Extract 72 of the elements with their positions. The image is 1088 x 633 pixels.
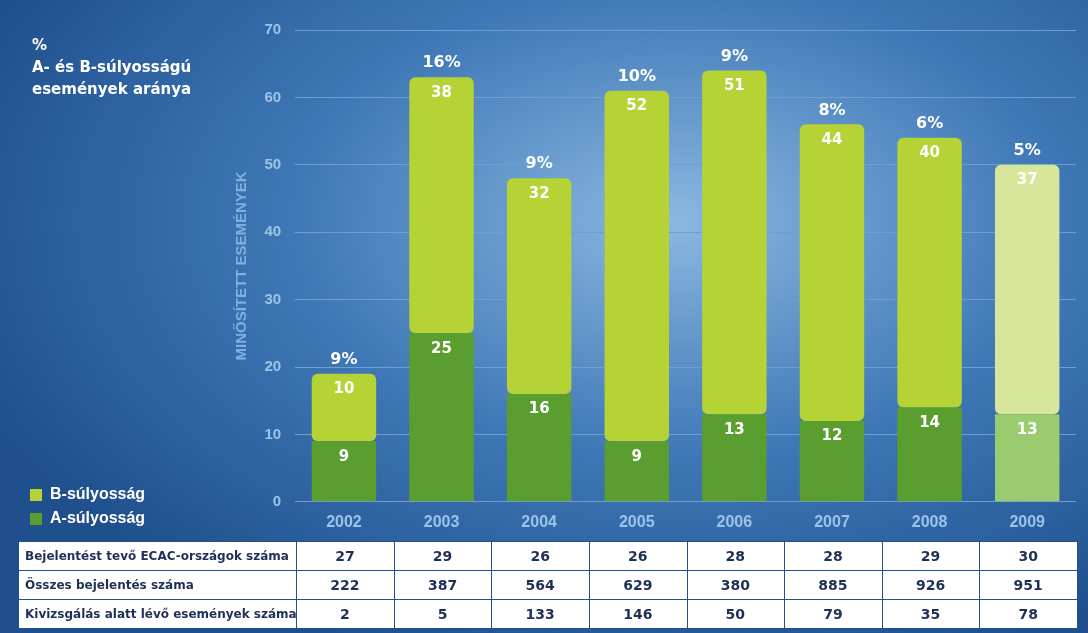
x-tick-label: 2003 [423, 512, 460, 530]
text: 387 [427, 576, 458, 595]
annotation: 6% [916, 113, 944, 132]
legend-label: A-súlyosság [50, 509, 146, 527]
y-tick-label: 70 [264, 20, 282, 38]
text: 380 [720, 576, 750, 595]
text: 29 [432, 547, 453, 566]
text: A- és B-súlyosságú események aránya [32, 57, 193, 100]
annotation: 5% [1013, 139, 1041, 159]
data-label: 32 [528, 183, 550, 202]
data-label: 40 [919, 143, 941, 162]
annotation: 8% [818, 99, 846, 119]
data-label: 16 [528, 399, 550, 418]
text: 222 [330, 576, 360, 595]
data-label: 9 [338, 446, 350, 465]
text: 926 [915, 576, 946, 595]
text: 133 [525, 605, 555, 624]
text: 79 [823, 605, 843, 624]
y-tick-label: 40 [264, 222, 282, 240]
data-label: 13 [1016, 419, 1038, 438]
text: 26 [628, 547, 648, 566]
annotation: 9% [720, 45, 748, 65]
data-label: 12 [821, 426, 843, 445]
x-tick-label: 2009 [1009, 512, 1046, 530]
annotation: 9% [525, 153, 553, 173]
x-tick-label: 2002 [326, 512, 362, 530]
text: 78 [1018, 605, 1038, 624]
x-tick-label: 2005 [618, 512, 655, 530]
data-label: 37 [1016, 170, 1038, 189]
text: % [32, 35, 49, 56]
y-tick-label: 10 [264, 424, 282, 442]
text: Összes bejelentés száma [25, 576, 194, 594]
x-tick-label: 2004 [521, 512, 558, 530]
annotation: 10% [617, 65, 656, 85]
text: Bejelentést tevő ECAC-országok száma [25, 548, 289, 565]
text: 27 [335, 547, 355, 566]
text: 29 [920, 547, 941, 566]
text: 951 [1013, 576, 1043, 595]
data-label: 44 [821, 129, 843, 148]
y-tick-label: 30 [264, 289, 282, 307]
text: 28 [725, 547, 746, 566]
data-label: 10 [333, 379, 355, 398]
y-axis-title: MINŐSÍTETT ESEMÉNYEK [232, 171, 250, 361]
text: 629 [623, 576, 653, 595]
data-label: 52 [626, 96, 648, 115]
annotation: 16% [422, 52, 461, 72]
y-tick-label: 50 [264, 154, 282, 172]
y-tick-label: 60 [264, 87, 282, 105]
data-label: 14 [919, 412, 941, 431]
data-label: 51 [723, 75, 745, 94]
data-label: 13 [723, 419, 745, 438]
x-tick-label: 2008 [911, 512, 948, 530]
text: 5 [437, 605, 448, 624]
text: 885 [818, 576, 848, 595]
text: 30 [1018, 547, 1038, 566]
y-tick-label: 20 [264, 357, 282, 375]
text: 146 [623, 605, 653, 624]
text: 28 [823, 547, 843, 566]
y-tick-label: 0 [272, 491, 282, 509]
text: 26 [530, 547, 550, 566]
text: 50 [725, 605, 746, 624]
text: 564 [525, 576, 555, 595]
data-label: 38 [431, 82, 452, 101]
x-tick-label: 2007 [814, 512, 850, 530]
annotation: 9% [330, 348, 358, 368]
legend-label: B-súlyosság [50, 485, 146, 503]
data-label: 9 [631, 446, 642, 465]
text: 2 [340, 605, 350, 624]
data-label: 25 [431, 338, 452, 357]
text: Kivizsgálás alatt lévő események száma [25, 606, 297, 623]
text: 35 [920, 605, 941, 624]
x-tick-label: 2006 [716, 512, 753, 530]
